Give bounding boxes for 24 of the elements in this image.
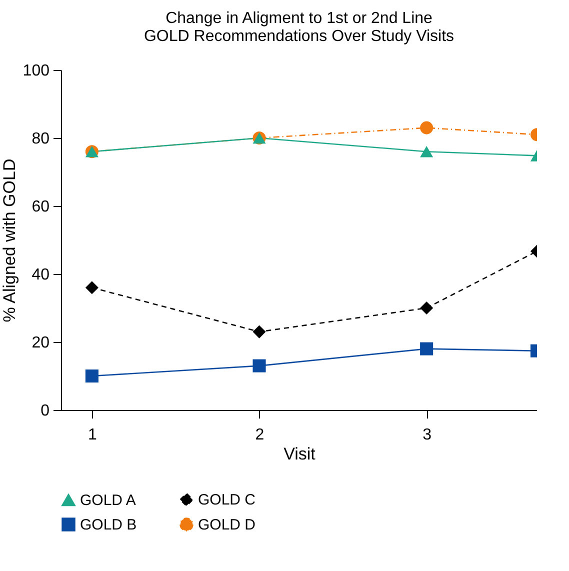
y-tick-label: 40 — [32, 266, 50, 284]
x-tick-label: 3 — [422, 426, 432, 444]
y-axis-title: % Aligned with GOLD — [0, 158, 19, 322]
point — [85, 369, 98, 383]
legend-label: GOLD B — [80, 516, 137, 534]
legend-label: GOLD D — [198, 516, 256, 534]
y-tick-label: 60 — [32, 198, 50, 216]
point — [420, 121, 434, 134]
chart-title: Change in Aligment to 1st or 2nd Line GOLD Recommendations Over Study Visits — [144, 10, 454, 45]
legend-label: GOLD A — [80, 492, 136, 510]
x-tick-label: 2 — [255, 426, 264, 444]
y-tick-label: 20 — [32, 334, 50, 352]
point — [420, 301, 434, 315]
x-tick-label: 1 — [88, 426, 97, 444]
point — [252, 325, 266, 338]
y-tick-label: 100 — [22, 62, 50, 80]
legend-label: GOLD C — [198, 492, 256, 509]
y-tick-label: 80 — [32, 130, 50, 148]
point — [252, 359, 266, 372]
x-axis-title: Visit — [284, 444, 316, 464]
point — [420, 146, 434, 158]
point — [420, 342, 434, 356]
y-tick-label: 0 — [40, 402, 50, 420]
point — [85, 281, 98, 294]
